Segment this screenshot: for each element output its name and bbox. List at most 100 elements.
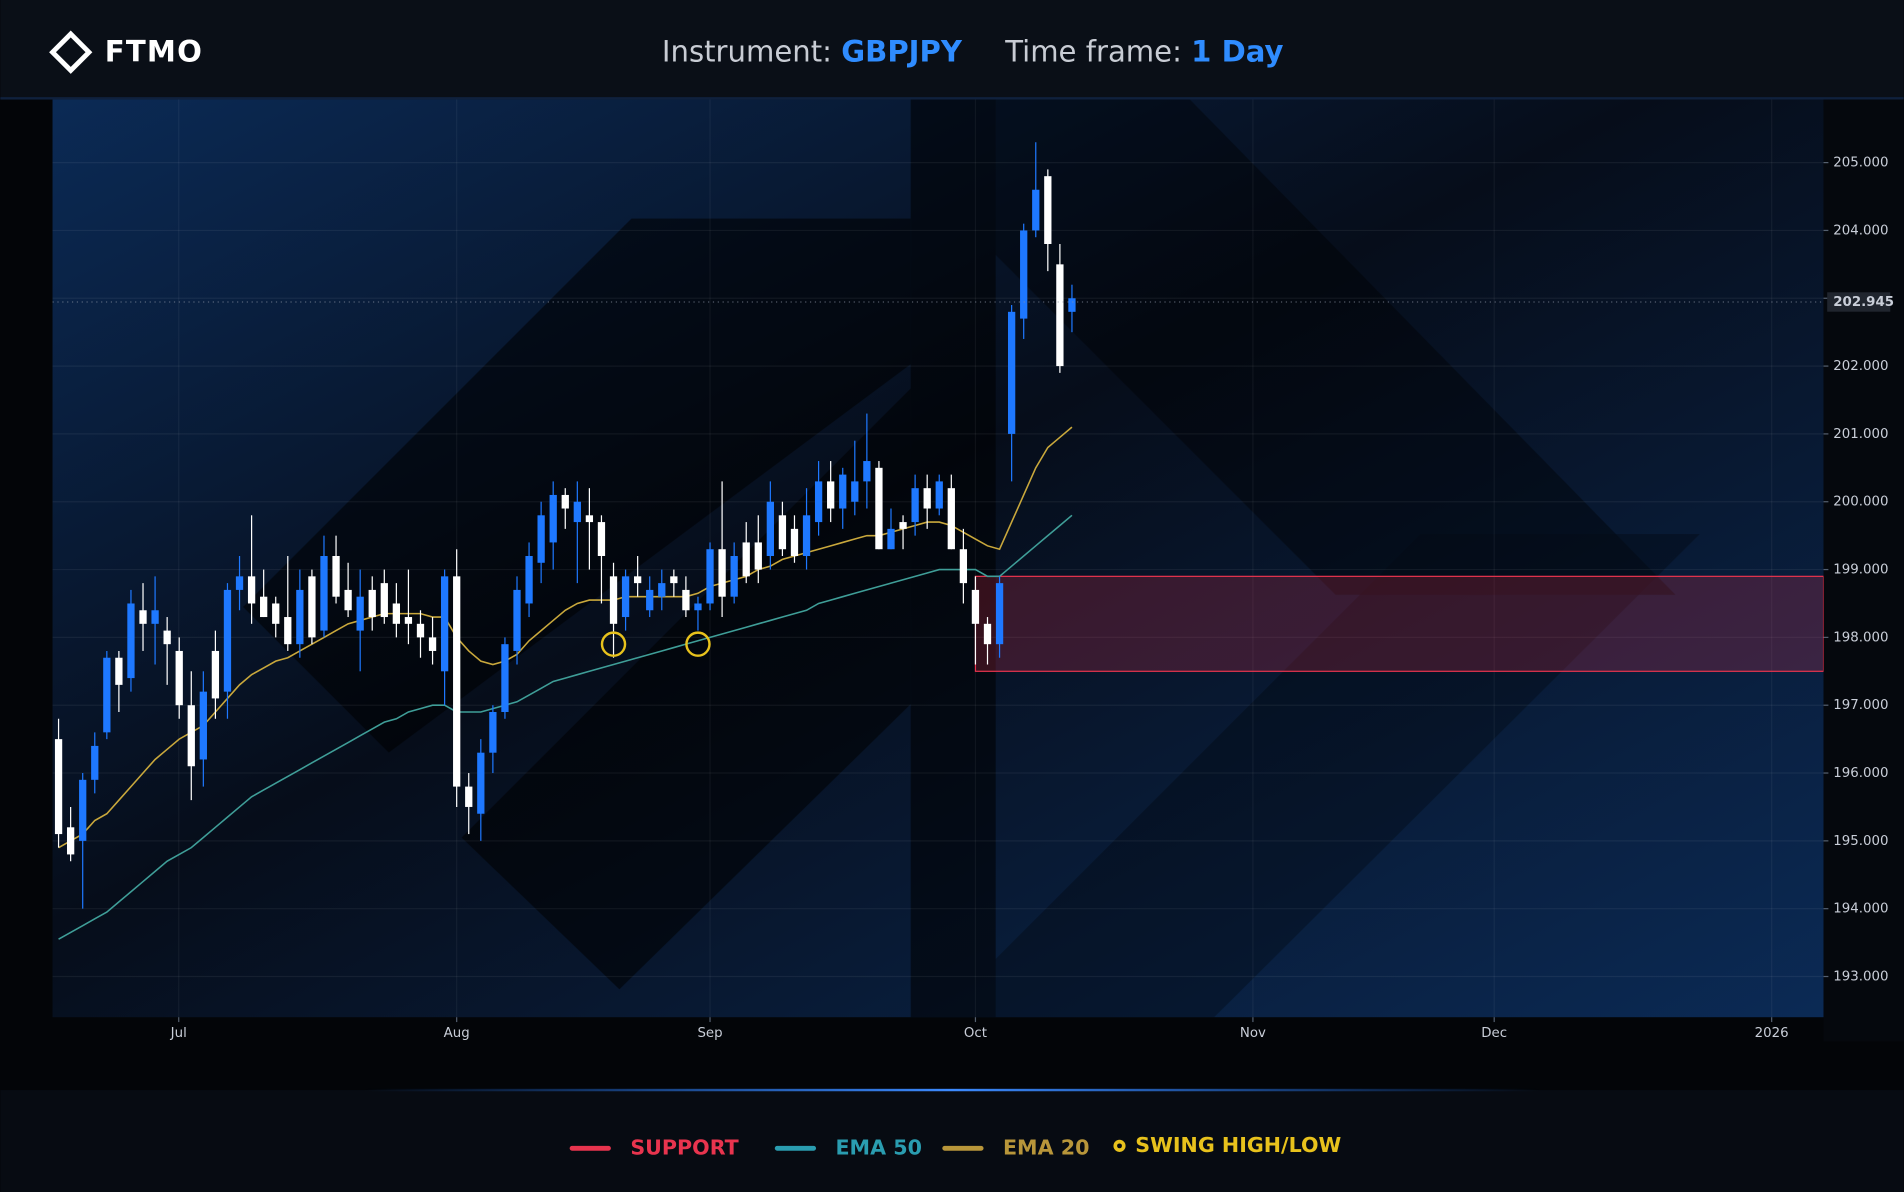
- instrument: GBPJPY: [841, 34, 963, 68]
- swing-marker: [685, 631, 711, 657]
- x-tick-label: Oct: [964, 1026, 987, 1041]
- logo-text: FTMO: [105, 34, 203, 68]
- x-tick-label: Aug: [444, 1026, 470, 1041]
- y-tick-label: 205.000: [1833, 156, 1888, 171]
- x-tick-label: Jul: [170, 1026, 187, 1041]
- candle-body: [670, 576, 678, 584]
- decor-shape: [461, 388, 911, 990]
- candle-body: [416, 623, 425, 638]
- header-bar: [0, 0, 1904, 98]
- candle-body: [682, 589, 690, 611]
- candle-body: [537, 515, 545, 563]
- legend-label: SWING HIGH/LOW: [1135, 1133, 1341, 1157]
- candle-body: [935, 481, 943, 509]
- candle-body: [802, 515, 811, 556]
- candle-body: [66, 827, 75, 855]
- candle-body: [863, 461, 871, 482]
- candle-body: [296, 589, 304, 645]
- y-tick-label: 197.000: [1833, 698, 1888, 713]
- candle-body: [477, 752, 485, 814]
- footer-bar: [0, 1090, 1904, 1192]
- candle-body: [947, 488, 955, 550]
- candle-body: [742, 542, 750, 577]
- ema-line: [58, 514, 1073, 940]
- candle-body: [899, 522, 907, 529]
- y-tick-label: 195.000: [1833, 834, 1888, 849]
- candle-body: [778, 515, 787, 550]
- candle-body: [199, 691, 207, 760]
- candle-body: [260, 596, 268, 618]
- candle-body: [79, 779, 87, 841]
- support-zone: [974, 575, 1824, 672]
- legend-label: SUPPORT: [630, 1135, 738, 1159]
- x-tick-label: 2026: [1755, 1026, 1789, 1041]
- candle-body: [151, 610, 159, 624]
- candle-body: [754, 542, 762, 570]
- candle-body: [356, 596, 364, 631]
- candle-body: [561, 494, 569, 509]
- timeframe-label: Time frame:: [1004, 34, 1182, 68]
- candle-body: [525, 555, 533, 604]
- candle-body: [404, 617, 413, 624]
- candle-body: [284, 617, 292, 645]
- header-border: [0, 97, 1904, 100]
- candle-body: [440, 576, 449, 672]
- candle-body: [814, 481, 823, 523]
- candle-body: [911, 488, 919, 523]
- last-price-label: 202.945: [1833, 295, 1894, 310]
- y-tick-label: 198.000: [1833, 630, 1888, 645]
- legend: SUPPORT EMA 50 EMA 20 SWING HIGH/LOW: [569, 1133, 1342, 1159]
- candle-body: [103, 657, 111, 733]
- candle-body: [875, 467, 883, 550]
- candle-body: [609, 576, 618, 624]
- candle-body: [139, 610, 147, 624]
- logo-icon: [49, 30, 93, 74]
- y-tick-label: 194.000: [1833, 902, 1888, 917]
- candle-body: [320, 555, 328, 631]
- candle-body: [272, 603, 280, 624]
- logo: FTMO: [49, 30, 203, 74]
- y-tick-label: 202.000: [1833, 359, 1888, 374]
- candle-body: [211, 650, 220, 699]
- candle-body: [513, 589, 521, 651]
- instrument-label: Instrument:: [662, 34, 832, 68]
- y-tick-label: 199.000: [1833, 563, 1888, 578]
- candle-body: [368, 589, 376, 618]
- plot: [52, 99, 1824, 1018]
- candle-body: [1032, 189, 1040, 231]
- legend-swatch-core: [1117, 1143, 1122, 1149]
- timeframe: 1 Day: [1191, 34, 1283, 68]
- candle-body: [1044, 176, 1052, 245]
- candle-body: [1056, 264, 1064, 367]
- footer-glow: [364, 1088, 1540, 1092]
- candle-body: [1020, 230, 1028, 319]
- candle-body: [730, 555, 738, 597]
- candle-body: [127, 603, 135, 679]
- candle-body: [995, 583, 1004, 645]
- y-tick-label: 196.000: [1833, 766, 1888, 781]
- candle-body: [766, 501, 774, 556]
- candle-body: [223, 589, 232, 692]
- candle-body: [549, 494, 557, 543]
- candle-body: [597, 522, 606, 556]
- decor-shape: [910, 99, 996, 1018]
- candle-body: [344, 589, 352, 611]
- candle-body: [923, 488, 931, 509]
- x-tick-label: Dec: [1481, 1026, 1507, 1041]
- candle-body: [235, 576, 244, 590]
- x-tick-label: Sep: [697, 1026, 722, 1041]
- candle-body: [646, 589, 654, 611]
- x-tick-label: Nov: [1240, 1026, 1266, 1041]
- candle-body: [827, 481, 835, 509]
- y-tick-label: 200.000: [1833, 495, 1888, 510]
- candle-body: [585, 515, 594, 523]
- candle-body: [380, 583, 388, 618]
- legend-label: EMA 50: [835, 1135, 921, 1159]
- candle-body: [634, 576, 642, 584]
- y-tick-label: 204.000: [1833, 223, 1888, 238]
- candle-body: [573, 501, 581, 523]
- candle-body: [1007, 311, 1016, 434]
- candle-body: [308, 576, 316, 638]
- candle-body: [453, 576, 461, 787]
- header-title: Instrument: GBPJPY Time frame: 1 Day: [662, 34, 1284, 68]
